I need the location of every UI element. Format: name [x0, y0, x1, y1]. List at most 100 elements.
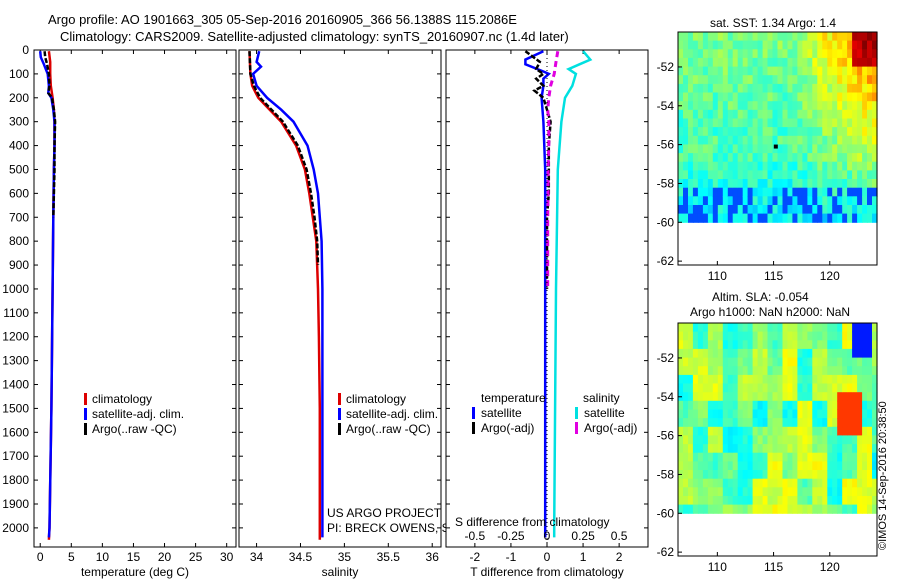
map-cell: [802, 409, 808, 419]
map-cell: [678, 213, 684, 223]
map-cell: [683, 383, 689, 393]
map-cell: [847, 323, 853, 333]
map-cell: [802, 487, 808, 497]
map-cell: [802, 383, 808, 393]
map-cell: [867, 196, 873, 206]
map-cell: [867, 504, 873, 514]
map-cell: [762, 83, 769, 94]
map-cell: [867, 101, 873, 111]
map-cell: [707, 374, 714, 385]
map-cell: [757, 323, 764, 333]
map-cell: [772, 66, 779, 76]
map-cell: [807, 504, 813, 514]
map-cell: [862, 144, 868, 154]
map-cell: [857, 83, 863, 94]
map-cell: [827, 153, 833, 163]
map-cell: [757, 153, 764, 163]
map-cell: [752, 409, 759, 419]
map-cell: [692, 374, 699, 385]
map-cell: [772, 144, 779, 154]
map-cell: [792, 340, 798, 350]
map-cell: [762, 409, 769, 419]
map-cell: [777, 487, 784, 497]
map-cell: [782, 135, 789, 145]
map-cell: [722, 418, 729, 428]
map-cell: [807, 109, 813, 119]
map-cell: [807, 470, 813, 480]
map-cell: [678, 340, 684, 350]
map-cell: [707, 127, 714, 137]
map-cell: [688, 179, 694, 189]
map-cell: [712, 32, 719, 42]
map-cell: [802, 444, 808, 454]
map-cell: [702, 496, 709, 506]
map-cell: [727, 400, 734, 410]
map-cell: [802, 127, 808, 137]
map-cell: [772, 161, 779, 171]
map-cell: [807, 435, 813, 445]
map-cell: [762, 32, 769, 42]
map-cell: [678, 357, 684, 367]
map-cell: [797, 170, 803, 180]
map-cell: [688, 32, 694, 42]
map-cell: [702, 418, 709, 428]
map-cell: [737, 135, 744, 145]
map-cell: [857, 153, 863, 163]
map-cell: [757, 161, 764, 171]
map-cell: [727, 504, 734, 514]
map-cell: [747, 418, 754, 428]
map-cell: [777, 496, 784, 506]
map-cell: [852, 426, 858, 436]
map-cell: [852, 418, 858, 428]
map-cell: [812, 444, 818, 454]
map-cell: [712, 496, 719, 506]
map-cell: [807, 205, 813, 215]
map-cell: [872, 340, 878, 350]
map-cell: [688, 470, 694, 480]
map-cell: [717, 135, 724, 145]
map-cell: [678, 418, 684, 428]
map-cell: [678, 331, 684, 341]
map-cell: [837, 496, 843, 506]
x-tick-label: -2: [470, 550, 481, 564]
map-cell: [702, 196, 709, 206]
map-cell: [842, 109, 848, 119]
map-cell: [777, 400, 784, 410]
map-cell: [737, 49, 744, 59]
map-cell: [683, 357, 689, 367]
map-cell: [692, 213, 699, 223]
map-cell: [752, 40, 759, 50]
map-cell: [802, 461, 808, 471]
map-cell: [792, 205, 798, 215]
map-cell: [812, 135, 818, 145]
map-cell: [807, 92, 813, 102]
map-cell: [742, 153, 749, 163]
map-cell: [683, 426, 689, 436]
map-cell: [692, 496, 699, 506]
map-cell: [867, 170, 873, 180]
map-cell: [692, 452, 699, 462]
map-cell: [767, 75, 774, 85]
map-cell: [867, 153, 873, 163]
map-y-tick-label: -58: [657, 176, 675, 190]
map-cell: [752, 57, 759, 68]
map-cell: [812, 127, 818, 137]
y-tick-label: 1800: [2, 473, 29, 487]
map-cell: [792, 435, 798, 445]
map-cell: [707, 444, 714, 454]
map-cell: [692, 487, 699, 497]
map-cell: [872, 153, 878, 163]
map-cell: [683, 366, 689, 376]
map-cell: [683, 444, 689, 454]
map-cell: [727, 109, 734, 119]
map-cell: [702, 83, 709, 94]
map-cell: [802, 179, 808, 189]
map-cell: [872, 366, 878, 376]
map-cell: [692, 144, 699, 154]
x-tick-label: 25: [189, 550, 203, 564]
map-cell: [852, 444, 858, 454]
map-cell: [847, 418, 853, 428]
map-cell: [683, 179, 689, 189]
y-tick-label: 1000: [2, 282, 29, 296]
map-cell: [867, 179, 873, 189]
